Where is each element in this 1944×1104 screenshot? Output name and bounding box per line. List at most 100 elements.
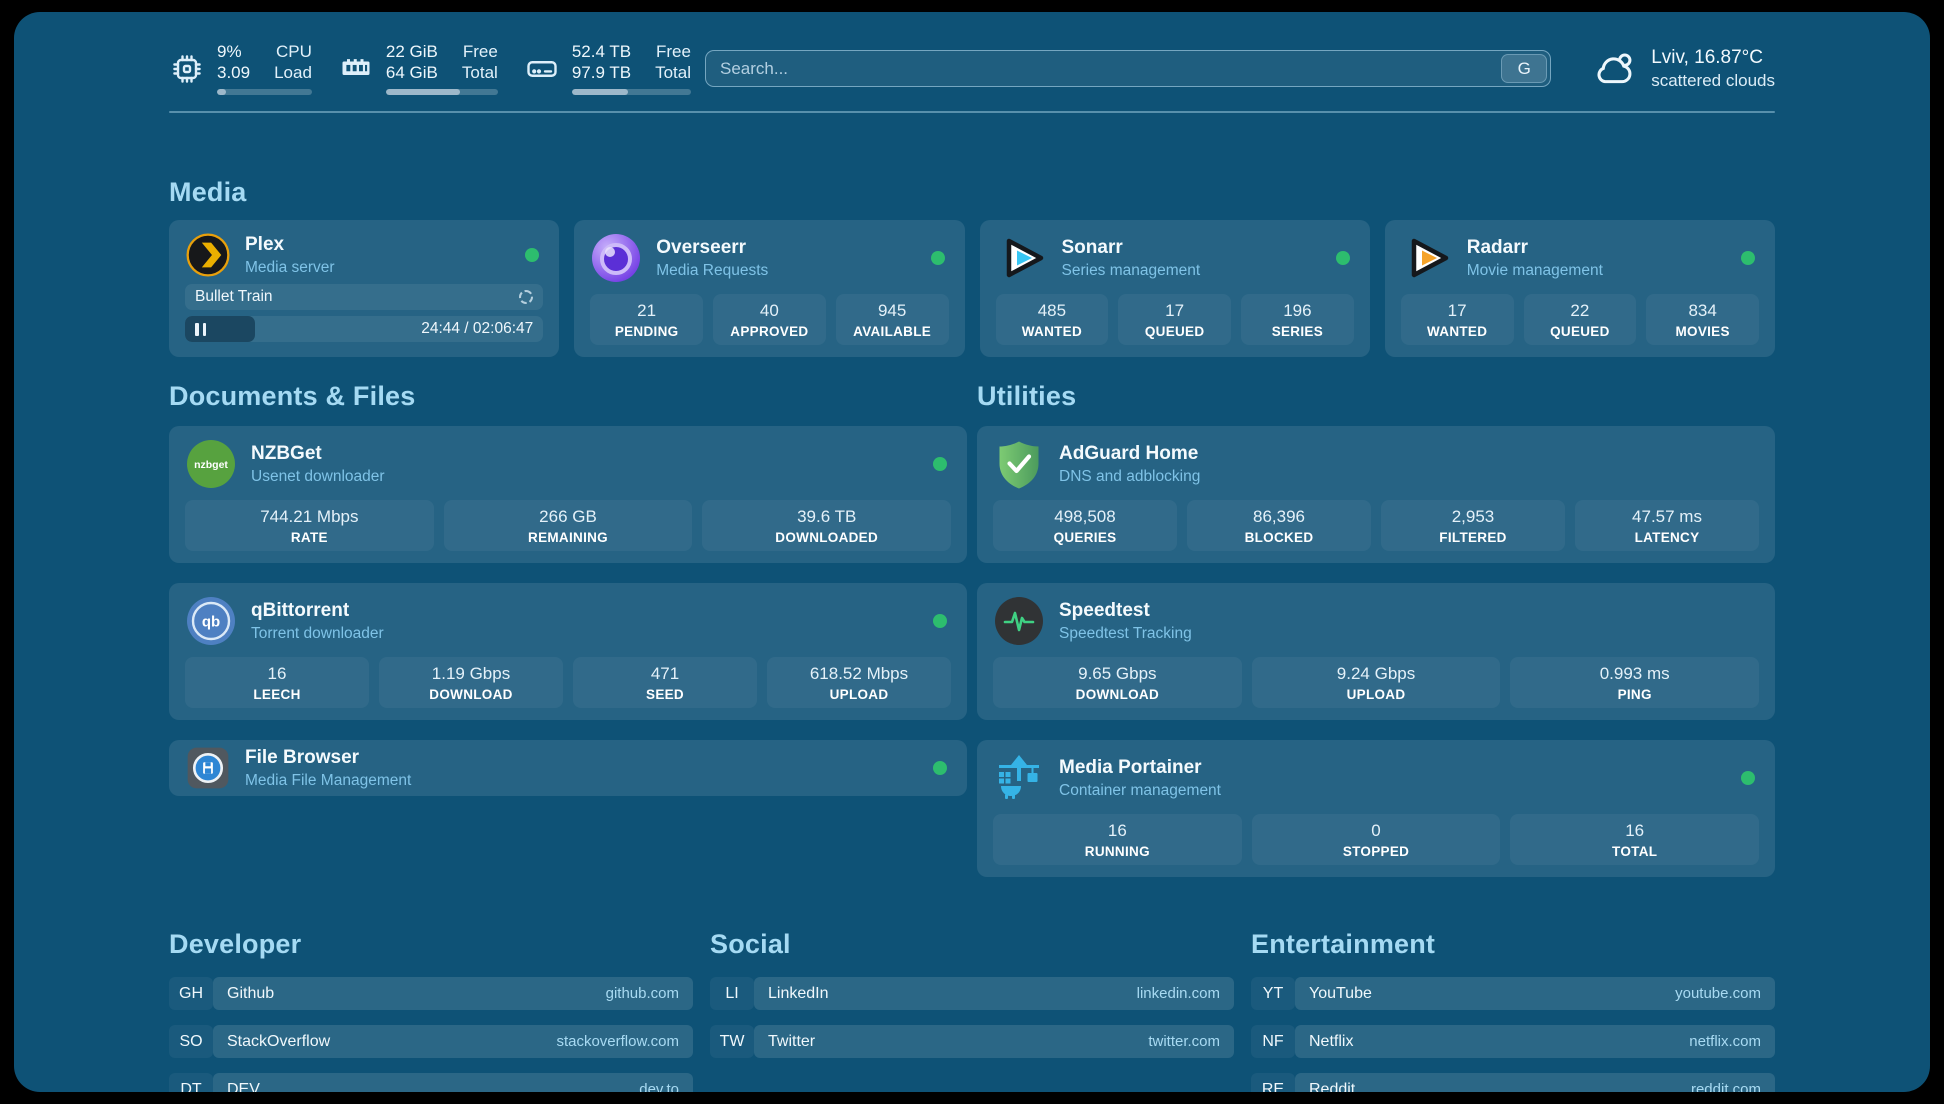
weather-widget: Lviv, 16.87°C scattered clouds	[1591, 46, 1775, 92]
stat-seed: 471 SEED	[573, 657, 757, 708]
bookmark-github[interactable]: GH Github github.com	[169, 977, 693, 1010]
disk-total: 97.9 TB	[571, 63, 632, 82]
bookmark-youtube[interactable]: YT YouTube youtube.com	[1251, 977, 1775, 1010]
bookmark-name: Twitter	[768, 1032, 816, 1050]
gear-icon	[519, 290, 534, 304]
app-subtitle: Speedtest Tracking	[1059, 625, 1192, 642]
bookmark-url: linkedin.com	[1136, 985, 1220, 1002]
svg-text:qb: qb	[202, 614, 220, 631]
speedtest-icon	[993, 595, 1045, 647]
cpu-value-2: 3.09	[217, 63, 251, 82]
documents-section: Documents & Files nzbget NZBGet Usenet d…	[169, 381, 967, 877]
disk-free-label: Free	[656, 42, 691, 61]
stat-downloaded: 39.6 TB DOWNLOADED	[702, 500, 952, 551]
stat-series: 196 SERIES	[1241, 294, 1354, 345]
adguard-icon	[993, 438, 1045, 490]
stat-pending: 21 PENDING	[590, 294, 703, 345]
app-card-portainer[interactable]: Media Portainer Container management 16 R…	[977, 740, 1775, 877]
weather-condition: scattered clouds	[1651, 71, 1775, 90]
bookmark-abbr: SO	[169, 1025, 213, 1058]
dashboard-screen: 9% CPU 3.09 Load 22	[14, 12, 1930, 1092]
bookmark-twitter[interactable]: TW Twitter twitter.com	[710, 1025, 1234, 1058]
stat-upload: 9.24 Gbps UPLOAD	[1251, 657, 1501, 708]
app-card-overseerr[interactable]: Overseerr Media Requests 21 PENDING 40 APP…	[574, 220, 965, 357]
stat-queued: 17 QUEUED	[1118, 294, 1231, 345]
stat-stopped: 0 STOPPED	[1251, 814, 1501, 865]
cpu-icon	[169, 51, 205, 87]
stat-upload: 618.52 Mbps UPLOAD	[767, 657, 951, 708]
app-name: Media Portainer	[1059, 757, 1202, 778]
social-section: Social LI LinkedIn linkedin.com TW Twitt…	[710, 929, 1234, 1092]
app-name: Plex	[245, 234, 285, 255]
sonarr-icon	[996, 232, 1048, 284]
stat-running: 16 RUNNING	[993, 814, 1242, 865]
app-card-radarr[interactable]: Radarr Movie management 17 WANTED 22 QUEUE…	[1384, 220, 1775, 357]
status-dot	[933, 614, 947, 628]
portainer-icon	[993, 752, 1045, 804]
app-card-qbittorrent[interactable]: qb qBittorrent Torrent downloader 16 LEEC…	[169, 583, 967, 720]
app-name: Overseerr	[656, 237, 747, 258]
playback-time: 24:44 / 02:06:47	[421, 320, 534, 337]
bookmark-netflix[interactable]: NF Netflix netflix.com	[1251, 1025, 1775, 1058]
section-title-documents: Documents & Files	[169, 381, 416, 411]
bookmark-stackoverflow[interactable]: SO StackOverflow stackoverflow.com	[169, 1025, 693, 1058]
app-card-speedtest[interactable]: Speedtest Speedtest Tracking 9.65 Gbps DO…	[977, 583, 1775, 720]
bookmark-name: StackOverflow	[227, 1032, 331, 1050]
bookmark-reddit[interactable]: RE Reddit reddit.com	[1251, 1073, 1775, 1092]
bookmark-dev[interactable]: DT DEV dev.to	[169, 1073, 693, 1092]
status-dot	[933, 761, 947, 775]
status-dot	[930, 251, 945, 265]
ram-free-label: Free	[462, 42, 498, 61]
hard-drive-icon	[524, 51, 560, 87]
stat-filtered: 2,953 FILTERED	[1381, 500, 1565, 551]
search-engine-button[interactable]: G	[1501, 54, 1548, 83]
app-card-nzbget[interactable]: nzbget NZBGet Usenet downloader 744.21 M…	[169, 426, 967, 563]
now-playing-title: Bullet Train	[195, 288, 273, 305]
status-dot	[933, 457, 947, 471]
weather-location: Lviv, 16.87°C	[1651, 47, 1764, 68]
app-card-sonarr[interactable]: Sonarr Series management 485 WANTED 17 QUE…	[979, 220, 1370, 357]
stat-total: 16 TOTAL	[1510, 814, 1760, 865]
stat-remaining: 266 GB REMAINING	[443, 500, 693, 551]
bookmark-name: DEV	[227, 1080, 260, 1093]
app-subtitle: Torrent downloader	[251, 625, 384, 642]
bookmark-abbr: LI	[710, 977, 754, 1010]
bookmark-linkedin[interactable]: LI LinkedIn linkedin.com	[710, 977, 1234, 1010]
app-card-filebrowser[interactable]: File Browser Media File Management	[169, 740, 967, 796]
plex-icon	[185, 232, 231, 278]
app-card-plex[interactable]: Plex Media server Bullet Train 24:44 / 0…	[169, 220, 560, 357]
overseerr-icon	[590, 232, 642, 284]
cloud-icon	[1591, 46, 1637, 92]
app-subtitle: Media server	[245, 259, 335, 276]
search-input[interactable]	[705, 51, 1551, 86]
stat-queued: 22 QUEUED	[1523, 294, 1637, 345]
app-card-adguard[interactable]: AdGuard Home DNS and adblocking 498,508 Q…	[977, 426, 1775, 563]
app-name: NZBGet	[251, 443, 322, 464]
now-playing-row: Bullet Train	[185, 284, 544, 310]
status-dot	[1335, 251, 1350, 265]
app-subtitle: Movie management	[1466, 262, 1603, 279]
cpu-value: 9%	[217, 42, 242, 61]
app-name: Sonarr	[1061, 237, 1123, 258]
cpu-widget: 9% CPU 3.09 Load	[169, 42, 312, 95]
section-title-media: Media	[169, 177, 247, 207]
ram-total-label: Total	[461, 63, 498, 82]
app-name: Radarr	[1466, 237, 1528, 258]
bookmark-abbr: TW	[710, 1025, 754, 1058]
status-dot	[1741, 251, 1755, 265]
app-subtitle: Container management	[1059, 782, 1221, 799]
app-subtitle: Usenet downloader	[251, 468, 385, 485]
bookmark-url: reddit.com	[1690, 1081, 1761, 1092]
bookmark-abbr: DT	[169, 1073, 213, 1092]
ram-total: 64 GiB	[385, 63, 438, 82]
section-title-utilities: Utilities	[977, 381, 1077, 411]
app-name: Speedtest	[1059, 600, 1150, 621]
svg-text:nzbget: nzbget	[194, 459, 228, 471]
stat-wanted: 17 WANTED	[1400, 294, 1514, 345]
app-name: File Browser	[245, 747, 360, 768]
bookmark-name: YouTube	[1309, 984, 1372, 1002]
stat-download: 9.65 Gbps DOWNLOAD	[993, 657, 1242, 708]
section-title-social: Social	[710, 929, 791, 959]
bookmark-name: LinkedIn	[768, 984, 829, 1002]
top-bar: 9% CPU 3.09 Load 22	[169, 42, 1775, 95]
